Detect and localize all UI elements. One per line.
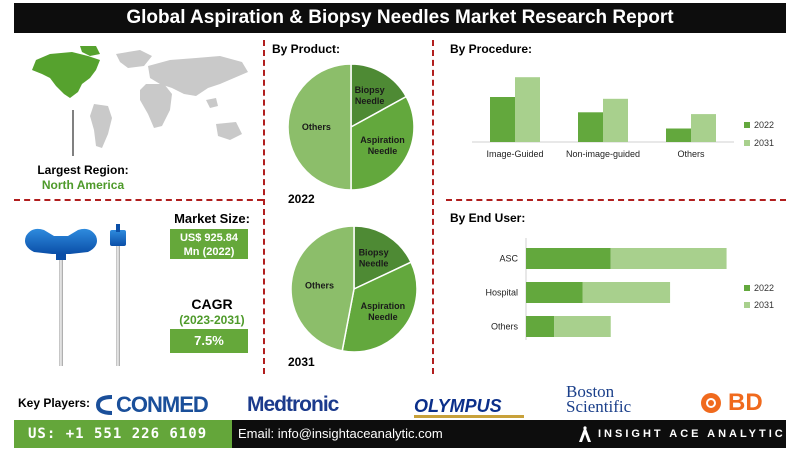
- report-title: Global Aspiration & Biopsy Needles Marke…: [14, 3, 786, 33]
- procedure-category-label-0: Image-Guided: [486, 149, 543, 159]
- olympus-logo: OLYMPUS: [414, 396, 502, 416]
- end-user-bar-2-1: [554, 316, 611, 337]
- procedure-category-label-2: Others: [677, 149, 705, 159]
- end-user-bar-2-0: [526, 316, 555, 337]
- scientific-logo-text: Scientific: [566, 397, 632, 416]
- olympus-logo-underline: [414, 415, 524, 418]
- email-address[interactable]: Email: info@insightaceanalytic.com: [238, 426, 443, 441]
- divider-left-horizontal: [14, 199, 263, 201]
- phone-number: US: +1 551 226 6109: [14, 420, 232, 448]
- procedure-bar-0-0: [490, 97, 515, 142]
- pie-slice-1-2: [290, 225, 355, 352]
- market-size-value: US$ 925.84: [179, 232, 239, 244]
- by-procedure-label: By Procedure:: [450, 42, 533, 56]
- pie-slice-label-1-0: Biopsy Needle: [359, 248, 389, 269]
- pie-slice-label-1-2: Others: [305, 281, 334, 291]
- end-user-legend-label-0: 2022: [754, 283, 774, 293]
- by-end-user-label: By End User:: [450, 211, 526, 225]
- procedure-bar-1-1: [603, 98, 628, 142]
- market-size-label: Market Size:: [174, 211, 250, 226]
- brand-name: INSIGHT ACE ANALYTIC: [598, 428, 786, 440]
- cagr-label: CAGR: [191, 296, 233, 312]
- end-user-bar-1-1: [582, 282, 671, 303]
- medtronic-logo: Medtronic: [247, 393, 339, 416]
- cagr-value: 7.5%: [170, 329, 248, 353]
- market-size-value-box: US$ 925.84 Mn (2022): [170, 229, 248, 259]
- bd-logo-text: BD: [728, 389, 763, 416]
- pie-2031-title: 2031: [288, 355, 315, 369]
- pie-2022-title: 2022: [288, 192, 315, 206]
- by-product-label: By Product:: [272, 42, 341, 56]
- procedure-legend-swatch-0: [744, 122, 750, 128]
- procedure-bar-chart: Image-Guided Non-image-guided Others 2022 20…: [472, 77, 774, 159]
- pie-chart-2022: Biopsy Needle Aspiration Needle Others: [287, 63, 415, 191]
- pie-slice-label-0-2: Others: [302, 122, 331, 132]
- procedure-category-label-1: Non-image-guided: [566, 149, 640, 159]
- boston-scientific-logo: Boston Scientific: [566, 382, 632, 416]
- end-user-bar-0-1: [610, 248, 727, 269]
- divider-left: [263, 40, 265, 374]
- bd-sun-icon: [701, 393, 721, 413]
- procedure-bar-2-1: [691, 114, 716, 142]
- pie-chart-2031: Biopsy Needle Aspiration Needle Others: [290, 225, 418, 353]
- procedure-legend-swatch-1: [744, 140, 750, 146]
- end-user-bar-1-0: [526, 282, 583, 303]
- insight-ace-logo-icon: [579, 426, 591, 442]
- conmed-logo-text: CONMED: [116, 392, 209, 417]
- end-user-bar-chart: ASC Hospital Others 2022 2031: [485, 238, 774, 340]
- procedure-legend-label-0: 2022: [754, 120, 774, 130]
- end-user-category-label-1: Hospital: [485, 288, 518, 298]
- procedure-bar-1-0: [578, 112, 603, 142]
- market-size-year: Mn (2022): [183, 246, 235, 258]
- end-user-category-label-0: ASC: [499, 254, 518, 264]
- pie-slice-label-0-1: Aspiration Needle: [360, 135, 405, 156]
- end-user-bar-0-0: [526, 248, 611, 269]
- world-map: [32, 46, 248, 156]
- pie-slice-0-1: [350, 95, 415, 191]
- end-user-category-label-2: Others: [491, 322, 519, 332]
- pie-slice-label-0-0: Biopsy Needle: [355, 85, 385, 106]
- end-user-legend-swatch-1: [744, 302, 750, 308]
- largest-region-value: North America: [41, 178, 125, 192]
- divider-right: [432, 40, 434, 374]
- pie-slice-1-0: [353, 225, 413, 291]
- largest-region-label: Largest Region:: [37, 163, 129, 177]
- boston-logo-text: Boston: [566, 382, 615, 401]
- pie-slice-0-0: [350, 63, 408, 129]
- pie-slice-label-1-1: Aspiration Needle: [361, 301, 406, 322]
- procedure-legend-label-1: 2031: [754, 138, 774, 148]
- north-america-shape: [32, 52, 100, 98]
- divider-right-horizontal: [446, 199, 786, 201]
- pie-slice-0-2: [287, 63, 352, 191]
- biopsy-needle-illustration: [25, 224, 126, 366]
- pie-slice-1-1: [341, 261, 418, 353]
- conmed-logo: CONMED: [92, 392, 218, 418]
- procedure-bar-2-0: [666, 128, 691, 142]
- contact-bar: Email: info@insightaceanalytic.com INSIG…: [232, 420, 786, 448]
- end-user-legend-label-1: 2031: [754, 300, 774, 310]
- procedure-bar-0-1: [515, 77, 540, 142]
- end-user-legend-swatch-0: [744, 285, 750, 291]
- key-players-label: Key Players:: [18, 396, 91, 410]
- cagr-period: (2023-2031): [179, 313, 245, 327]
